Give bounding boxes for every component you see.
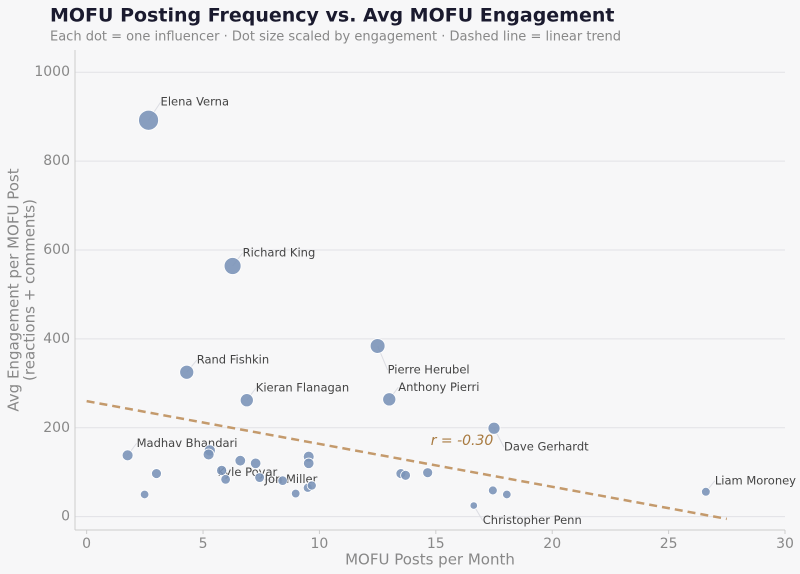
y-tick-label: 200 [43,420,70,436]
chart-title: MOFU Posting Frequency vs. Avg MOFU Enga… [50,5,614,27]
point [138,109,159,131]
point [151,468,162,479]
x-tick-label: 10 [311,536,329,552]
x-tick-label: 0 [82,536,91,552]
y-tick-label: 1000 [34,64,70,80]
point-label: Kieran Flanagan [256,381,349,395]
y-tick-label: 600 [43,242,70,258]
point [121,449,134,462]
point [277,475,288,486]
point [469,501,478,510]
point [422,467,434,479]
point [487,421,501,435]
y-tick-label: 800 [43,153,70,169]
point [216,464,228,476]
point [220,474,231,485]
point-label: Anthony Pierri [398,380,479,394]
x-tick-label: 15 [427,536,445,552]
point [369,338,386,354]
y-axis-label: (reactions + comments) [21,199,39,381]
point [249,457,262,469]
point [202,448,215,461]
point [488,485,498,496]
point [179,364,195,380]
chart-subtitle: Each dot = one influencer · Dot size sca… [50,30,621,45]
y-axis-label: Avg Engagement per MOFU Post [5,168,23,411]
point-label: Dave Gerhardt [504,440,589,454]
point [223,257,242,275]
point-label: Elena Verna [161,95,229,109]
point-label: Christopher Penn [483,513,582,527]
x-tick-label: 25 [660,536,678,552]
point [303,457,315,469]
point-label: Madhav Bhandari [137,436,238,450]
y-tick-label: 0 [61,509,70,525]
point [234,454,246,467]
x-tick-label: 30 [776,536,794,552]
point [400,470,411,481]
x-tick-label: 20 [543,536,561,552]
point [239,393,254,408]
x-tick-label: 5 [199,536,208,552]
point-label: Pierre Herubel [388,363,470,377]
point [382,392,397,407]
x-axis-label: MOFU Posts per Month [345,551,515,569]
point [502,489,512,500]
point [254,472,265,483]
point [139,489,150,500]
point [290,488,301,499]
annotation: r = -0.30 [431,433,494,449]
point-label: Rand Fishkin [197,353,269,367]
point [701,486,711,497]
trend-line [86,399,728,521]
y-tick-label: 400 [43,331,70,347]
point [306,480,317,491]
point-label: Jon Miller [264,472,318,486]
point-label: Liam Moroney [715,473,796,487]
point-label: Richard King [243,246,316,260]
